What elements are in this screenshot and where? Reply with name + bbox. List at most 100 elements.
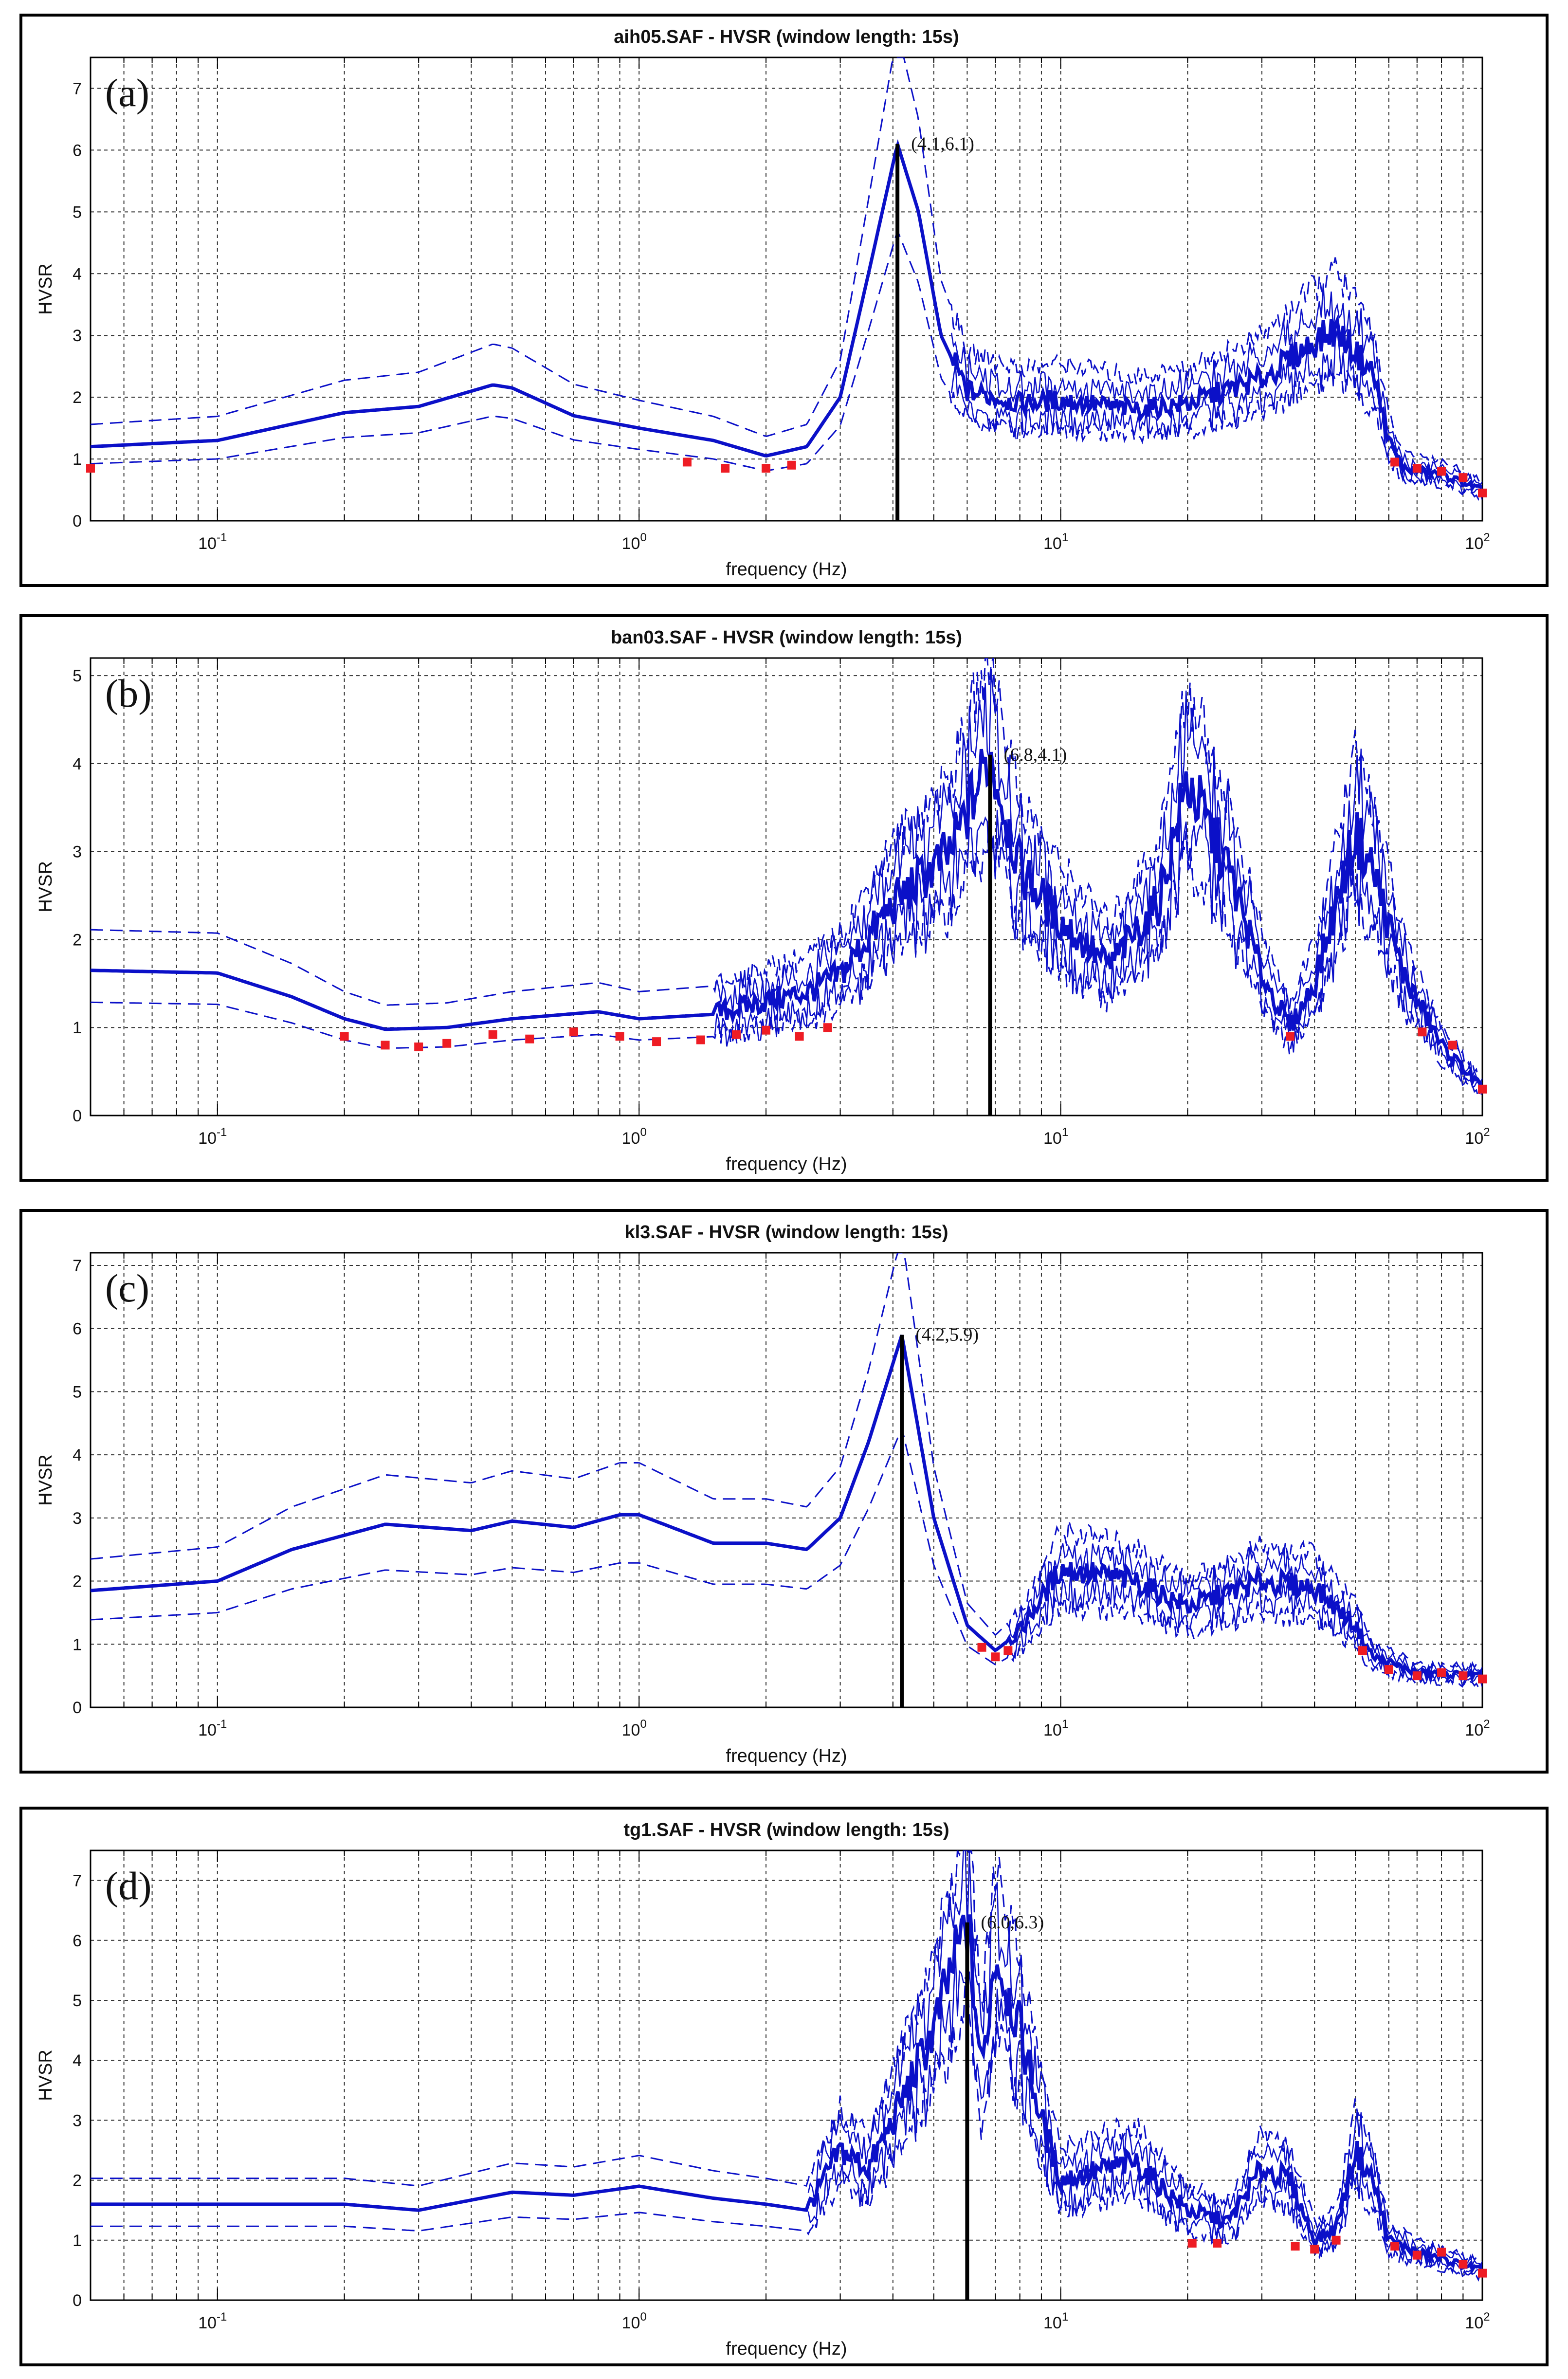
- x-tick-label: 102: [1465, 1126, 1490, 1148]
- y-tick-label: 3: [73, 843, 82, 861]
- x-tick-base: 10: [1465, 1721, 1483, 1739]
- x-axis-label: frequency (Hz): [726, 1746, 847, 1766]
- x-tick-label: 102: [1465, 2310, 1490, 2332]
- grid: [91, 658, 1482, 1116]
- x-tick-label: 10-1: [198, 1126, 227, 1148]
- chart-title: ban03.SAF - HVSR (window length: 15s): [611, 627, 962, 648]
- rejected-markers: [977, 1643, 1487, 1684]
- y-tick-label: 1: [73, 450, 82, 469]
- lower-bound-series: [91, 1426, 1482, 1689]
- panel-label: (d): [105, 1864, 152, 1908]
- grid: [91, 1253, 1482, 1707]
- data-curves: [91, 57, 1482, 501]
- rejected-marker: [1331, 2235, 1341, 2245]
- x-tick-exp: 0: [640, 1126, 646, 1139]
- x-tick-base: 10: [198, 1721, 217, 1739]
- y-tick-label: 4: [73, 265, 82, 283]
- rejected-marker: [569, 1027, 579, 1037]
- data-curves: [91, 1850, 1482, 2282]
- x-tick-base: 10: [1043, 1129, 1062, 1148]
- y-tick-label: 5: [73, 203, 82, 221]
- rejected-marker: [1418, 1027, 1427, 1037]
- window-band-lower: [807, 1951, 1482, 2278]
- rejected-marker: [762, 464, 771, 473]
- grid: [91, 57, 1482, 521]
- x-tick-base: 10: [1465, 2314, 1483, 2332]
- x-tick-exp: 1: [1062, 531, 1068, 544]
- y-axis-label: HVSR: [36, 263, 56, 315]
- rejected-marker: [1213, 2238, 1222, 2248]
- x-tick-exp: 2: [1483, 531, 1490, 544]
- y-tick-label: 5: [73, 1992, 82, 2010]
- x-axis-label: frequency (Hz): [726, 1154, 847, 1174]
- panel-label: (a): [105, 71, 149, 115]
- y-tick-label: 6: [73, 1932, 82, 1950]
- x-tick-exp: 1: [1062, 1718, 1068, 1731]
- window-band-upper: [1008, 1543, 1482, 1677]
- upper-bound-series: [91, 1253, 1482, 1672]
- x-tick-exp: -1: [217, 1126, 227, 1139]
- chart-title: kl3.SAF - HVSR (window length: 15s): [624, 1222, 948, 1243]
- x-tick-marks: [123, 658, 1464, 1116]
- plot-frame: [90, 1849, 1483, 2301]
- x-tick-label: 100: [622, 1126, 647, 1148]
- window-band-upper: [807, 1850, 1482, 2267]
- y-tick-label: 0: [73, 1107, 82, 1125]
- y-tick-label: 4: [73, 1446, 82, 1464]
- rejected-marker: [1448, 1041, 1457, 1050]
- rejected-marker: [795, 1032, 804, 1041]
- rejected-marker: [1003, 1646, 1013, 1655]
- y-axis-label: HVSR: [36, 861, 56, 913]
- window-band-lower: [714, 802, 1482, 1091]
- x-tick-exp: 0: [640, 531, 646, 544]
- x-tick-exp: 1: [1062, 1126, 1068, 1139]
- rejected-markers: [340, 1023, 1487, 1094]
- x-tick-label: 10-1: [198, 1718, 227, 1739]
- rejected-marker: [1459, 2260, 1468, 2269]
- hvsr-panel-c: 0 1 2 3 4 5 6 7 10-1 100 101 102 kl3.SAF - HVSR (win…: [19, 1209, 1549, 1774]
- x-tick-base: 10: [1465, 1129, 1483, 1148]
- hvsr-mean-series: [91, 139, 1482, 492]
- window-band-upper: [714, 669, 1482, 1084]
- y-axis-label: HVSR: [36, 1454, 56, 1506]
- rejected-marker: [731, 1030, 741, 1039]
- rejected-marker: [1478, 1084, 1487, 1094]
- x-tick-exp: 1: [1062, 2310, 1068, 2324]
- x-tick-label: 101: [1043, 1718, 1068, 1739]
- plot-frame: [90, 657, 1483, 1116]
- rejected-marker: [86, 464, 95, 473]
- x-tick-label: 101: [1043, 2310, 1068, 2332]
- x-tick-base: 10: [622, 534, 640, 553]
- y-tick-label: 1: [73, 1635, 82, 1654]
- x-tick-base: 10: [622, 1721, 640, 1739]
- lower-bound-series: [91, 229, 1482, 501]
- y-tick-label: 3: [73, 1509, 82, 1528]
- x-tick-exp: -1: [217, 1718, 227, 1731]
- rejected-marker: [787, 460, 796, 470]
- x-tick-label: 100: [622, 531, 647, 553]
- y-tick-label: 7: [73, 1257, 82, 1275]
- x-tick-base: 10: [198, 2314, 217, 2332]
- x-tick-exp: 2: [1483, 2310, 1490, 2324]
- y-tick-label: 5: [73, 1383, 82, 1401]
- x-tick-label: 102: [1465, 1718, 1490, 1739]
- y-tick-label: 3: [73, 2111, 82, 2130]
- rejected-marker: [615, 1032, 624, 1041]
- rejected-marker: [1437, 1668, 1446, 1677]
- y-tick-label: 1: [73, 1019, 82, 1037]
- rejected-marker: [1390, 458, 1400, 467]
- y-tick-label: 4: [73, 2051, 82, 2070]
- upper-bound-series: [91, 57, 1482, 484]
- rejected-marker: [977, 1643, 986, 1652]
- x-tick-base: 10: [198, 1129, 217, 1148]
- peak-label: (4.1,6.1): [911, 134, 974, 154]
- hvsr-mean-series: [91, 1335, 1482, 1682]
- y-axis-label: HVSR: [36, 2050, 56, 2101]
- x-tick-exp: 2: [1483, 1126, 1490, 1139]
- rejected-marker: [1459, 473, 1468, 482]
- rejected-marker: [381, 1041, 390, 1050]
- x-tick-label: 101: [1043, 1126, 1068, 1148]
- grid: [91, 1850, 1482, 2300]
